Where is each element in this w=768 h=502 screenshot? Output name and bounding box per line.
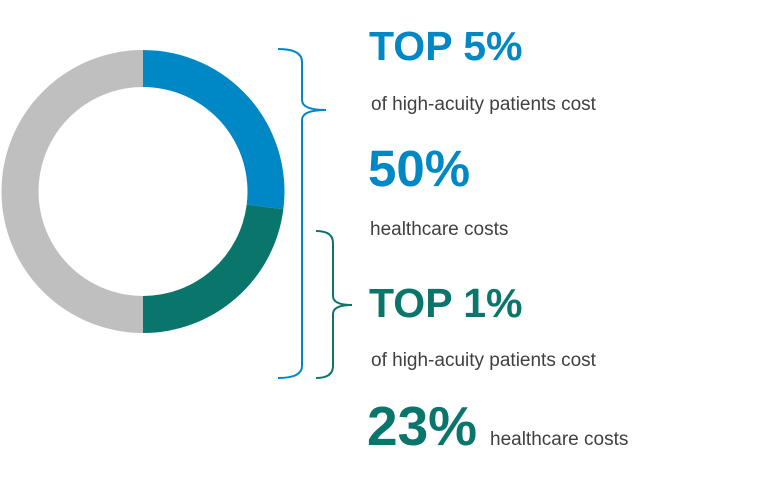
top1-headline: TOP 1% bbox=[369, 280, 523, 326]
top1-bracket bbox=[315, 230, 353, 379]
donut-slice-2 bbox=[1, 50, 143, 333]
top5-bracket bbox=[277, 48, 327, 379]
top1-line: of high-acuity patients cost bbox=[371, 350, 596, 371]
top5-value-label: healthcare costs bbox=[370, 219, 509, 240]
top1-value-label: healthcare costs bbox=[490, 429, 629, 450]
top5-line: of high-acuity patients cost bbox=[371, 94, 596, 115]
donut-slice-1 bbox=[143, 204, 284, 333]
donut-slice-0 bbox=[143, 50, 285, 210]
top5-value: 50% bbox=[368, 140, 471, 197]
top5-headline: TOP 5% bbox=[369, 23, 523, 69]
top1-value: 23% bbox=[367, 395, 478, 457]
